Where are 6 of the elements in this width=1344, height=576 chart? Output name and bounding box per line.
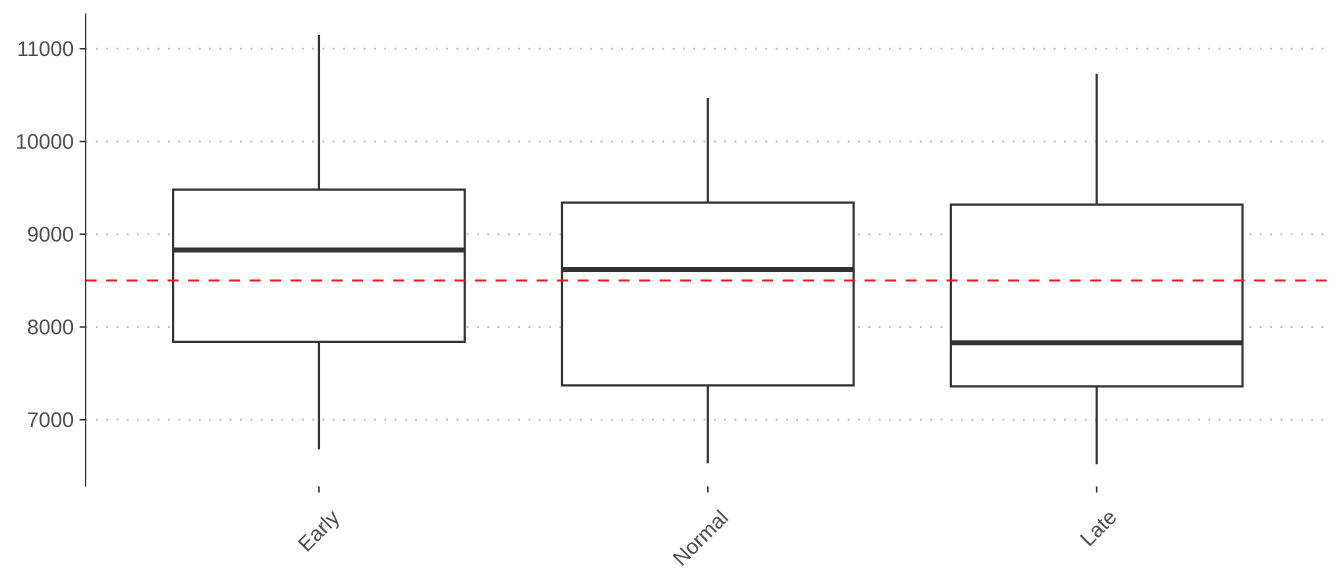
x-tick-label: Late xyxy=(1079,512,1116,547)
y-tick-label: 10000 xyxy=(16,134,74,149)
y-tick-label: 9000 xyxy=(28,226,74,242)
y-tick-label: 11000 xyxy=(18,41,74,57)
y-tick-label: 7000 xyxy=(28,412,74,428)
y-tick-label: 8000 xyxy=(27,319,74,335)
